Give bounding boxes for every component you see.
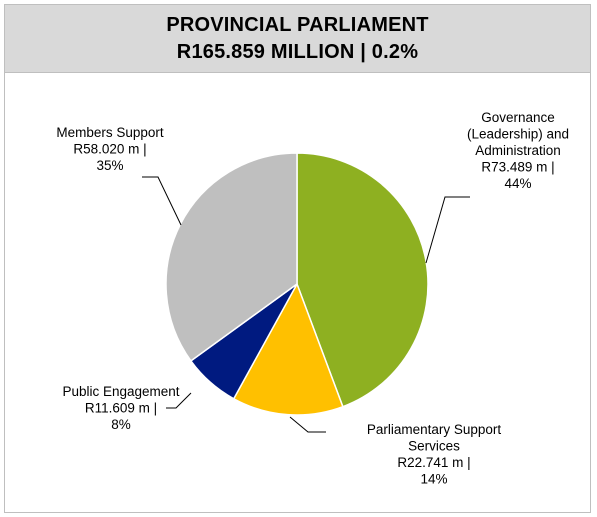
pie-slice-governance-leadership-and-administration xyxy=(296,152,429,408)
leader-line-parliamentary-support-services xyxy=(289,416,326,433)
data-label-public-engagement: Public Engagement R11.609 m | 8% xyxy=(62,384,179,432)
leader-line-members-support xyxy=(142,176,182,226)
leader-line-public-engagement xyxy=(166,392,192,409)
chart-header: PROVINCIAL PARLIAMENT R165.859 MILLION |… xyxy=(5,5,590,73)
pie-slice-parliamentary-support-services xyxy=(232,282,344,416)
data-label-parliamentary-support-services: Parliamentary Support Services R22.741 m |… xyxy=(367,422,502,487)
chart-frame: PROVINCIAL PARLIAMENT R165.859 MILLION |… xyxy=(4,4,591,513)
leader-line-governance-leadership-and-administration xyxy=(425,196,470,264)
data-label-members-support: Members Support R58.020 m | 35% xyxy=(56,125,164,173)
chart-subtitle: R165.859 MILLION | 0.2% xyxy=(176,40,419,63)
data-label-governance-leadership-and-administration: Governance (Leadership) and Administration… xyxy=(467,110,569,191)
chart-title: PROVINCIAL PARLIAMENT xyxy=(166,13,429,36)
